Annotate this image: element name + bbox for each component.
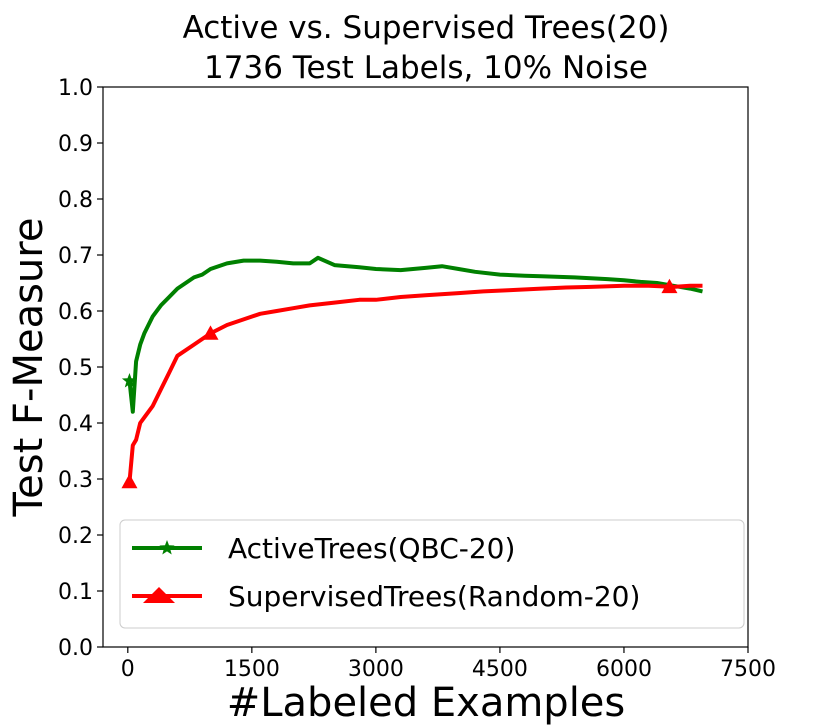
x-tick-label: 4500	[472, 657, 528, 682]
chart-title-line-1: Active vs. Supervised Trees(20)	[183, 10, 670, 46]
y-tick-label: 0.6	[58, 300, 93, 325]
series-line-1	[127, 283, 703, 482]
legend-label-active: ActiveTrees(QBC-20)	[228, 532, 515, 565]
y-tick-label: 0.4	[58, 412, 93, 437]
legend-label-supervised: SupervisedTrees(Random-20)	[228, 580, 640, 613]
y-tick-label: 0.8	[58, 188, 93, 213]
y-axis-label: Test F-Measure	[6, 218, 52, 518]
legend: ActiveTrees(QBC-20) SupervisedTrees(Rand…	[119, 519, 745, 629]
legend-marker-supervised	[143, 587, 175, 603]
y-tick-label: 0.5	[58, 356, 93, 381]
legend-marker-active	[159, 540, 175, 555]
series-line-0	[127, 255, 703, 414]
x-tick-label: 7500	[720, 657, 776, 682]
series-layer	[121, 255, 703, 489]
x-tick-label: 1500	[224, 657, 280, 682]
x-tick-label: 3000	[348, 657, 404, 682]
y-tick-label: 0.2	[58, 524, 93, 549]
chart-title-line-2: 1736 Test Labels, 10% Noise	[204, 50, 648, 86]
x-axis-label: #Labeled Examples	[227, 680, 626, 726]
y-tick-label: 0.3	[58, 468, 93, 493]
y-tick-label: 0.0	[58, 636, 93, 661]
series-marker-1-0	[121, 473, 138, 489]
y-tick-label: 0.7	[58, 244, 93, 269]
series-marker-1-2	[661, 278, 678, 294]
y-tick-label: 1.0	[58, 76, 93, 101]
y-tick-label: 0.1	[58, 580, 93, 605]
y-tick-label: 0.9	[58, 132, 93, 157]
series-marker-0-0	[121, 373, 138, 388]
x-axis-ticks: 0 1500 3000 4500 6000 7500	[121, 647, 776, 682]
x-tick-label: 6000	[596, 657, 652, 682]
legend-frame	[119, 519, 745, 629]
y-axis-ticks: 0.0 0.1 0.2 0.3 0.4 0.5 0.6 0.7 0.8 0.9 1.0	[58, 76, 103, 661]
x-tick-label: 0	[121, 657, 135, 682]
series-marker-1-1	[202, 325, 219, 340]
